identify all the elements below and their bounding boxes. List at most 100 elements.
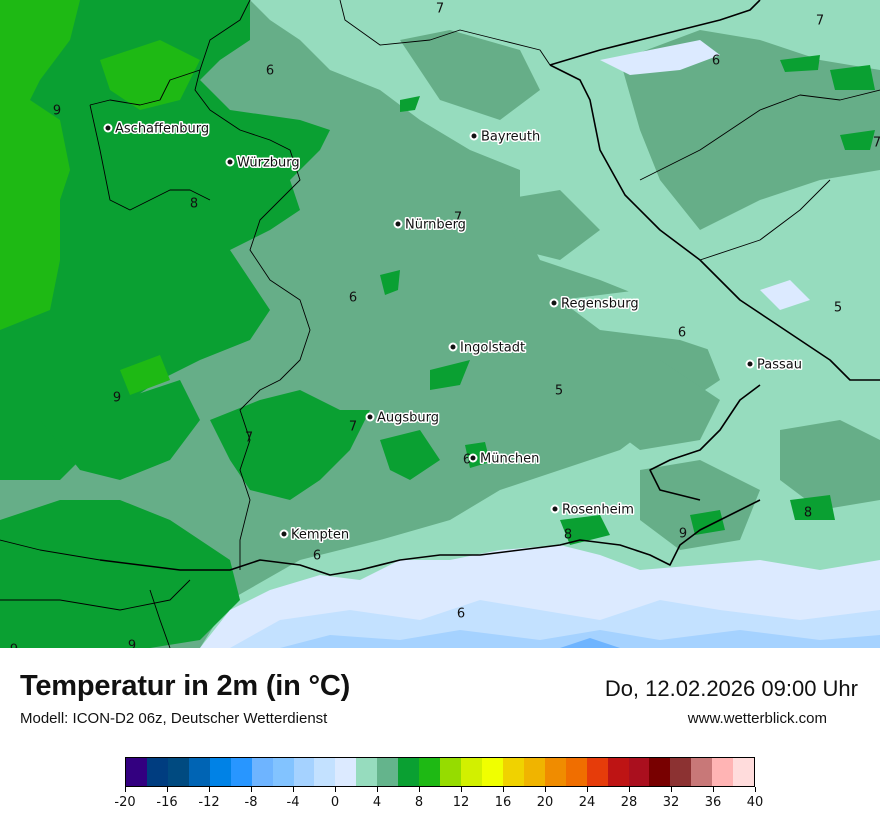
contour-label: 5 [834, 301, 842, 316]
legend-footer: Temperatur in 2m (in °C) Modell: ICON-D2… [0, 648, 880, 830]
colorbar-segment [440, 758, 461, 786]
colorbar-segment [691, 758, 713, 786]
city-dot-icon [365, 412, 375, 422]
zone-10-12 [0, 0, 200, 395]
borders [0, 0, 880, 648]
zone-6-8-patches [400, 30, 880, 550]
colorbar-segment [314, 758, 336, 786]
colorbar-tick [167, 787, 168, 792]
colorbar-segment [607, 758, 629, 786]
contour-label: 9 [679, 527, 687, 542]
forecast-datetime: Do, 12.02.2026 09:00 Uhr [604, 676, 858, 701]
colorbar-tick [335, 787, 336, 792]
website-link[interactable]: www.wetterblick.com [687, 710, 827, 727]
contour-label: 8 [190, 197, 198, 212]
colorbar-segment [293, 758, 315, 786]
temperature-colorbar [125, 757, 755, 787]
city-label: Aschaffenburg [115, 122, 209, 137]
colorbar-tick-label: 24 [578, 795, 596, 810]
colorbar-tick-label: -16 [156, 795, 178, 810]
city-dot-icon [393, 219, 403, 229]
city-label: Würzburg [237, 156, 300, 171]
contour-label: 9 [53, 104, 61, 119]
colorbar-tick [461, 787, 462, 792]
city-dot-icon [469, 131, 479, 141]
city-marker[interactable]: Passau [745, 356, 803, 374]
city-marker[interactable]: Augsburg [365, 409, 441, 427]
chart-title: Temperatur in 2m (in °C) [20, 670, 351, 702]
temperature-map[interactable]: 7 7 6 6 9 7 8 7 6 5 6 5 9 7 7 6 8 8 9 6 6 9 9 Aschaffenburg Wür… [0, 0, 880, 648]
colorbar-tick-label: -20 [114, 795, 136, 810]
contour-label: 9 [128, 639, 136, 649]
colorbar-tick [503, 787, 504, 792]
city-label: Regensburg [561, 297, 639, 312]
contour-label: 5 [555, 384, 563, 399]
contour-label: 6 [678, 326, 686, 341]
colorbar-segment [167, 758, 189, 786]
colorbar-segment [502, 758, 524, 786]
colorbar-segment [733, 758, 755, 786]
colorbar-tick-label: 40 [746, 795, 764, 810]
colorbar-tick-label: 0 [330, 795, 340, 810]
contour-label: 7 [436, 2, 444, 17]
city-marker[interactable]: München [468, 450, 541, 468]
colorbar-segment [481, 758, 503, 786]
colorbar-tick [587, 787, 588, 792]
colorbar-segment [335, 758, 357, 786]
colorbar-tick-label: -8 [244, 795, 258, 810]
city-marker[interactable]: Kempten [279, 526, 351, 544]
contour-label: 6 [313, 549, 321, 564]
city-label: Nürnberg [405, 218, 466, 233]
colorbar-tick-label: 20 [536, 795, 554, 810]
colorbar-segment [272, 758, 294, 786]
map-canvas: 7 7 6 6 9 7 8 7 6 5 6 5 9 7 7 6 8 8 9 6 6 9 9 Aschaffenburg Wür… [0, 0, 880, 648]
city-label: München [480, 452, 539, 467]
colorbar-segment [356, 758, 378, 786]
colorbar-tick-label: 28 [620, 795, 638, 810]
city-marker[interactable]: Rosenheim [550, 501, 635, 519]
contour-label: 7 [349, 420, 357, 435]
model-subtitle: Modell: ICON-D2 06z, Deutscher Wetterdie… [20, 710, 328, 727]
contour-label: 6 [457, 607, 465, 622]
contour-label: 9 [113, 391, 121, 406]
contour-label: 9 [10, 643, 18, 649]
colorbar-tick [671, 787, 672, 792]
contour-labels: 7 7 6 6 9 7 8 7 6 5 6 5 9 7 7 6 8 8 9 6 6 9 9 [10, 2, 880, 649]
city-label: Kempten [291, 528, 349, 543]
city-marker[interactable]: Regensburg [549, 295, 640, 313]
city-marker[interactable]: Bayreuth [469, 128, 542, 146]
contour-label: 6 [712, 54, 720, 69]
colorbar-tick [209, 787, 210, 792]
zone-8-10 [0, 0, 875, 648]
colorbar-segment [146, 758, 168, 786]
colorbar-tick [755, 787, 756, 792]
colorbar-tick [377, 787, 378, 792]
colorbar-tick-label: 36 [704, 795, 722, 810]
city-marker[interactable]: Würzburg [225, 154, 301, 172]
zone-alps-cold [200, 40, 880, 648]
colorbar-tick-label: 12 [452, 795, 470, 810]
city-marker[interactable]: Ingolstadt [448, 339, 527, 357]
colorbar-segment [544, 758, 566, 786]
colorbar-tick [293, 787, 294, 792]
city-label: Bayreuth [481, 130, 540, 145]
colorbar-tick [713, 787, 714, 792]
colorbar-segment [230, 758, 252, 786]
colorbar-segment [461, 758, 482, 786]
city-dot-icon [468, 453, 478, 463]
colorbar-segment [586, 758, 608, 786]
colorbar-segment [419, 758, 441, 786]
city-marker[interactable]: Nürnberg [393, 216, 467, 234]
colorbar-tick [125, 787, 126, 792]
colorbar-tick-label: 4 [372, 795, 382, 810]
contour-label: 6 [266, 64, 274, 79]
contour-label: 6 [349, 291, 357, 306]
colorbar-segment [523, 758, 545, 786]
contour-label: 8 [564, 528, 572, 543]
city-markers: Aschaffenburg Würzburg Bayreuth Nürnberg Reg… [103, 120, 803, 544]
city-dot-icon [549, 298, 559, 308]
colorbar-segment [628, 758, 650, 786]
city-marker[interactable]: Aschaffenburg [103, 120, 211, 138]
city-label: Passau [757, 358, 802, 373]
colorbar-ticks: -20 -16 -12 -8 -4 0 4 8 12 16 20 24 28 32 36 40 [114, 787, 763, 817]
